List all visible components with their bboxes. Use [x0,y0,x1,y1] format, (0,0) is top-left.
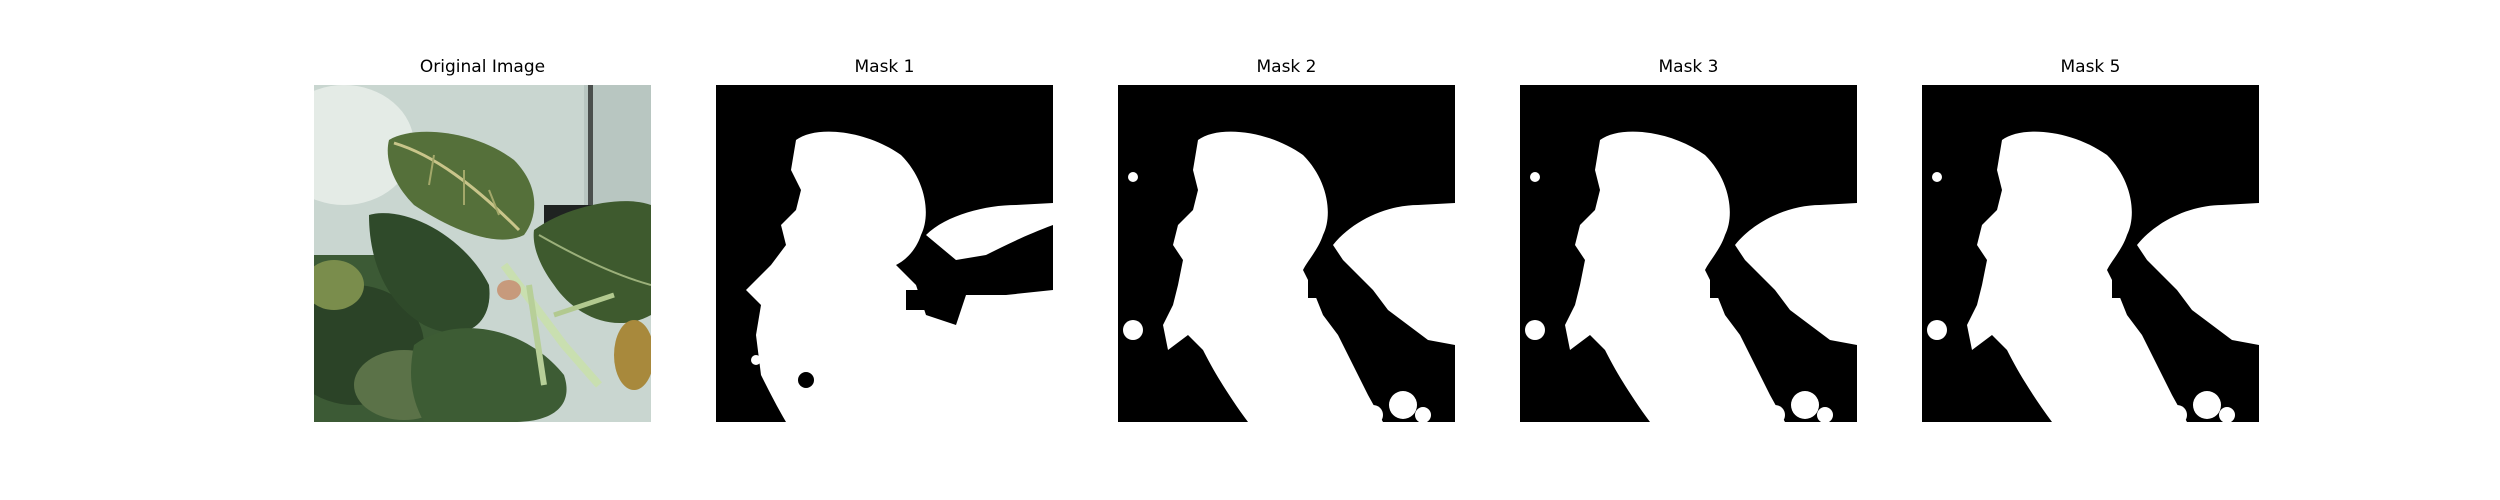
panel-title: Original Image [419,57,546,77]
panel-title: Mask 5 [2060,57,2121,77]
mask-1-image [716,85,1053,422]
mask-5-image [1922,85,2259,422]
panel-title: Mask 2 [1256,57,1317,77]
mask-3-image [1520,85,1857,422]
original-photo [314,85,651,422]
mask-2-image [1118,85,1455,422]
panel-title: Mask 3 [1658,57,1719,77]
panel-title: Mask 1 [854,57,915,77]
